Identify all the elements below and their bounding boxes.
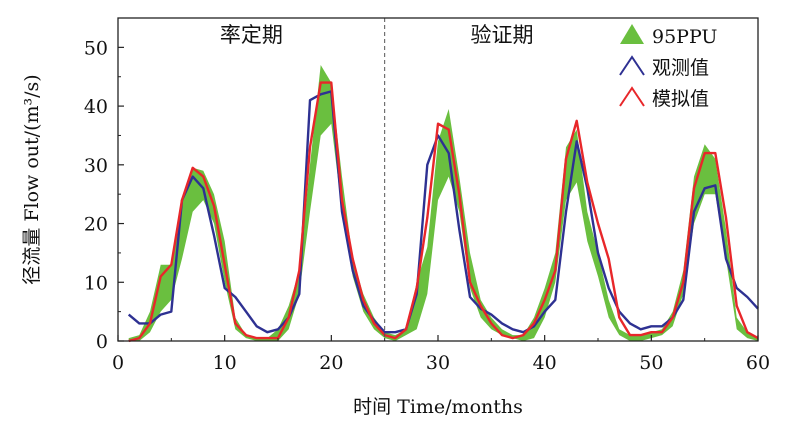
axes: 0 10 20 30 40 50 60 0 10 20 30 40 50 — [84, 17, 770, 374]
x-tick-label: 30 — [426, 352, 450, 374]
x-axis-title: 时间 Time/months — [353, 396, 523, 418]
legend-simulated-swatch — [619, 86, 645, 107]
x-tick-label: 50 — [639, 352, 663, 374]
series-observed-line — [127, 90, 759, 334]
y-axis-title: 径流量 Flow out/(m³/s) — [21, 74, 43, 284]
legend-label: 95PPU — [652, 26, 717, 48]
period-label: 验证期 — [471, 23, 534, 47]
y-tick-label: 0 — [96, 331, 108, 353]
legend-95ppu-swatch — [620, 24, 644, 44]
legend-label: 模拟值 — [652, 88, 709, 110]
x-tick-label: 60 — [746, 352, 770, 374]
legend-label: 观测值 — [652, 57, 709, 79]
y-tick-label: 20 — [84, 214, 108, 236]
y-tick-label: 10 — [84, 272, 108, 294]
legend-observed-swatch — [619, 55, 645, 76]
y-tick-label: 40 — [84, 96, 108, 118]
period-label: 率定期 — [220, 23, 283, 47]
x-tick-label: 10 — [213, 352, 237, 374]
x-tick-label: 20 — [319, 352, 343, 374]
y-tick-label: 50 — [84, 37, 108, 59]
series-simulated-line — [128, 81, 759, 343]
plot-area: 率定期 验证期 — [127, 18, 759, 343]
x-tick-label: 0 — [112, 352, 124, 374]
series-95ppu-band — [128, 65, 758, 341]
y-tick-label: 30 — [84, 155, 108, 177]
x-tick-label: 40 — [533, 352, 557, 374]
